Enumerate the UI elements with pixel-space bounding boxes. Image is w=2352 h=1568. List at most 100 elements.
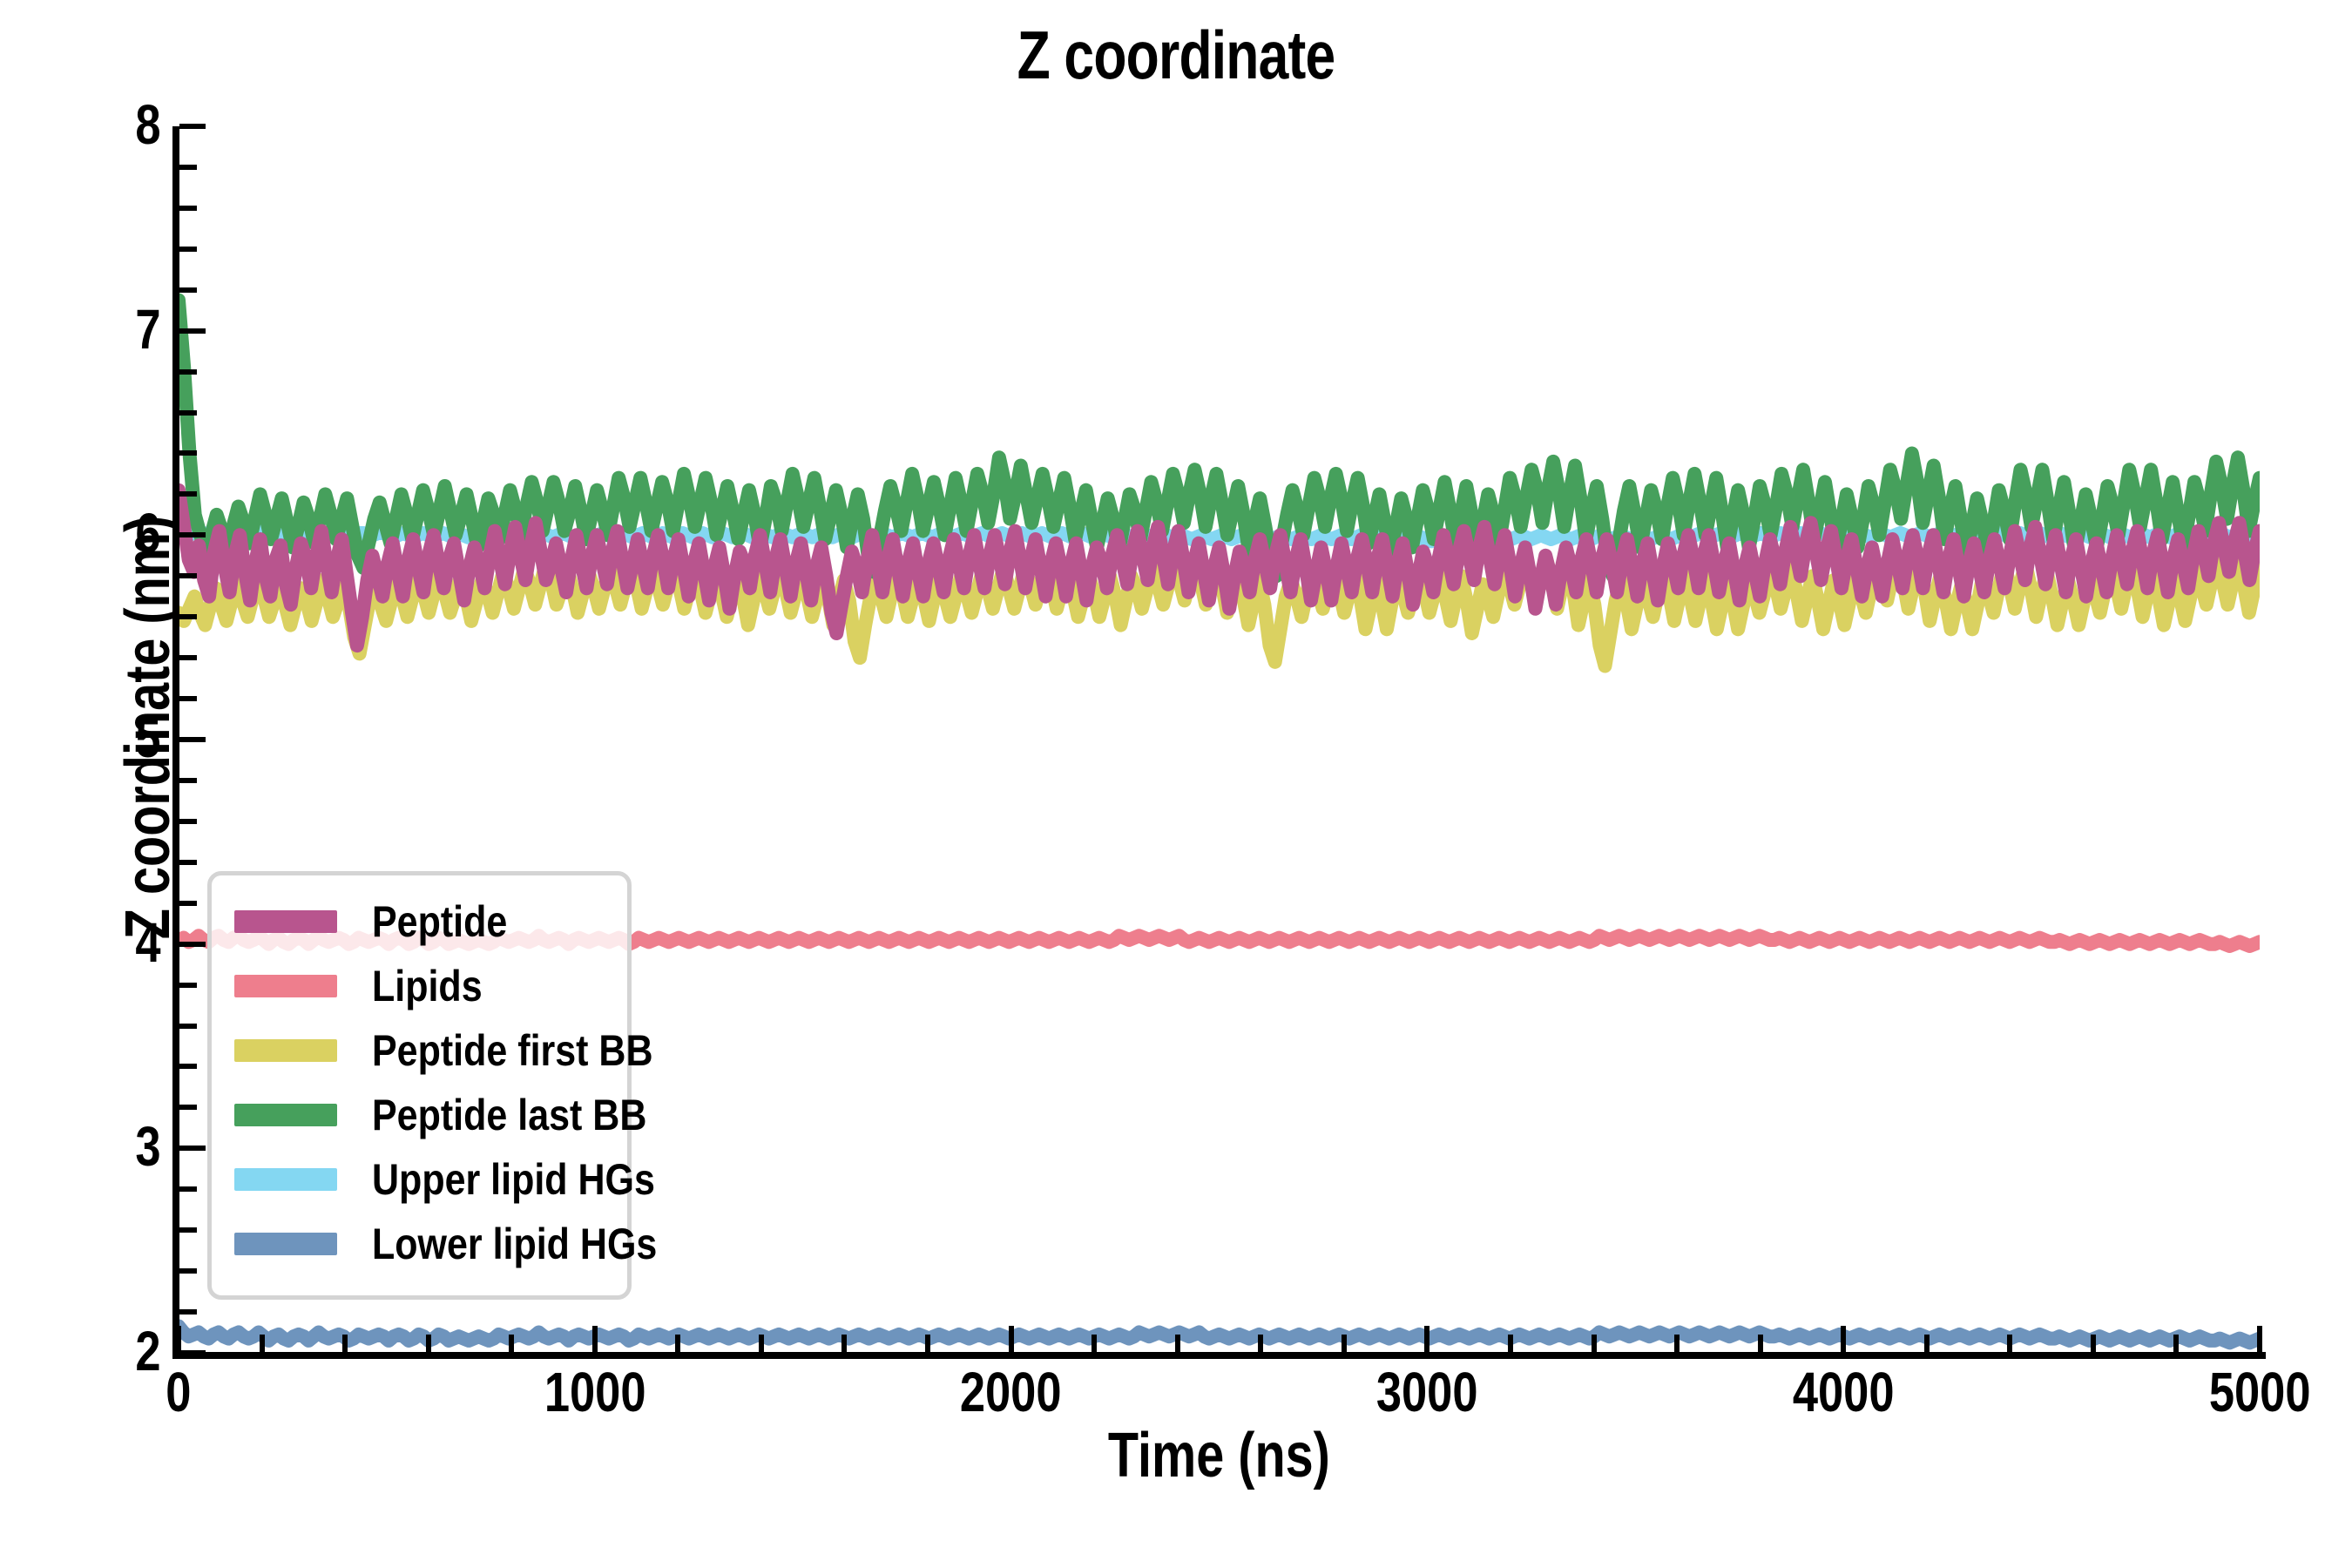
legend-item[interactable]: Lower lipid HGs: [212, 1212, 657, 1276]
legend-item[interactable]: Lipids: [212, 954, 627, 1018]
x-tick-minor: [1507, 1335, 1513, 1352]
x-tick-minor: [425, 1335, 431, 1352]
chart-legend[interactable]: Peptide Lipids Peptide first BB Peptide las…: [207, 871, 657, 1300]
x-tick-label: 0: [30, 1364, 327, 1420]
y-tick-minor: [179, 1105, 197, 1111]
y-tick-minor: [179, 450, 197, 456]
x-tick-major: [176, 1326, 181, 1352]
x-tick-minor: [509, 1335, 515, 1352]
y-tick-minor: [179, 1023, 197, 1029]
series-line-peptide-last-bb: [179, 293, 2260, 584]
x-tick-major: [591, 1326, 598, 1352]
legend-swatch: [234, 1168, 337, 1191]
legend-swatch: [234, 1104, 337, 1126]
y-tick-minor: [179, 1186, 197, 1193]
y-axis-spine: [172, 126, 179, 1359]
x-tick-label: 5000: [2112, 1364, 2352, 1420]
y-tick-label: 6: [135, 502, 161, 565]
x-tick-label-text: 5000: [2208, 1361, 2311, 1423]
y-tick-minor: [179, 614, 197, 620]
y-tick-minor: [179, 287, 197, 293]
y-tick-minor: [179, 1227, 197, 1233]
y-tick-label: 8: [135, 93, 161, 156]
x-tick-minor: [2173, 1335, 2180, 1352]
y-tick-minor: [179, 246, 197, 252]
x-axis-spine: [172, 1352, 2266, 1359]
y-tick-major: [179, 328, 206, 334]
legend-item[interactable]: Peptide last BB: [212, 1083, 646, 1147]
legend-label: Lower lipid HGs: [372, 1220, 658, 1268]
legend-label: Peptide: [372, 897, 508, 946]
x-tick-label-text: 2000: [960, 1361, 1062, 1423]
x-tick-minor: [1258, 1335, 1264, 1352]
y-tick-major: [179, 941, 206, 947]
y-tick-minor: [179, 368, 197, 375]
x-tick-label: 2000: [863, 1364, 1159, 1420]
y-tick-minor: [179, 777, 197, 783]
y-tick-minor: [179, 1309, 197, 1315]
y-tick-minor: [179, 491, 197, 497]
x-tick-major: [1008, 1326, 1014, 1352]
y-tick-major: [179, 532, 206, 538]
x-tick-minor: [1757, 1335, 1763, 1352]
y-tick-minor: [179, 982, 197, 988]
y-tick-major: [179, 1350, 206, 1355]
x-tick-minor: [675, 1335, 681, 1352]
legend-item[interactable]: Upper lipid HGs: [212, 1147, 655, 1212]
y-tick-minor: [179, 205, 197, 211]
y-tick-major: [179, 1146, 206, 1152]
x-tick-label-text: 4000: [1792, 1361, 1895, 1423]
x-tick-minor: [259, 1335, 265, 1352]
y-tick-major: [179, 737, 206, 742]
chart-title: Z coordinate: [1017, 17, 1336, 93]
legend-label: Upper lipid HGs: [372, 1155, 655, 1204]
x-tick-minor: [841, 1335, 848, 1352]
x-tick-minor: [1174, 1335, 1180, 1352]
x-tick-label: 1000: [447, 1364, 743, 1420]
y-tick-label: 4: [135, 910, 161, 974]
legend-item[interactable]: Peptide first BB: [212, 1018, 653, 1083]
y-tick-label: 2: [135, 1320, 161, 1382]
x-tick-label-text: 0: [166, 1361, 192, 1423]
x-tick-minor: [1092, 1335, 1098, 1352]
x-tick-label: 3000: [1279, 1364, 1575, 1420]
y-tick-minor: [179, 409, 197, 416]
x-tick-minor: [758, 1335, 764, 1352]
legend-item[interactable]: Peptide: [212, 889, 627, 954]
legend-swatch: [234, 1039, 337, 1062]
x-tick-major: [1424, 1326, 1430, 1352]
x-tick-minor: [2007, 1335, 2013, 1352]
legend-label: Peptide first BB: [372, 1026, 653, 1075]
x-tick-label: 4000: [1695, 1364, 1991, 1420]
y-tick-minor: [179, 818, 197, 824]
y-tick-minor: [179, 1268, 197, 1274]
x-tick-minor: [925, 1335, 931, 1352]
x-tick-minor: [2090, 1335, 2096, 1352]
x-axis-label: Time (ns): [179, 1420, 2260, 1491]
legend-swatch: [234, 975, 337, 997]
x-tick-minor: [342, 1335, 348, 1352]
legend-swatch: [234, 1233, 337, 1255]
y-tick-major: [179, 124, 206, 129]
x-tick-major: [1841, 1326, 1847, 1352]
y-tick-minor: [179, 859, 197, 865]
x-tick-label-text: 1000: [544, 1361, 646, 1423]
y-tick-minor: [179, 573, 197, 579]
series-line-peptide: [179, 483, 2260, 653]
x-tick-minor: [1923, 1335, 1930, 1352]
y-tick-minor: [179, 900, 197, 906]
x-tick-minor: [1674, 1335, 1680, 1352]
series-line-lower-lipid-hgs: [179, 1319, 2260, 1350]
x-tick-label-text: 3000: [1376, 1361, 1478, 1423]
y-tick-label: 5: [135, 706, 161, 769]
legend-label: Peptide last BB: [372, 1091, 647, 1139]
x-axis-label-text: Time (ns): [1107, 1421, 1330, 1490]
x-tick-major: [2257, 1326, 2262, 1352]
legend-swatch: [234, 910, 337, 933]
y-tick-label: 7: [135, 297, 161, 361]
legend-label: Lipids: [372, 962, 483, 1010]
y-tick-minor: [179, 164, 197, 170]
x-tick-minor: [1341, 1335, 1347, 1352]
y-tick-label: 3: [135, 1115, 161, 1179]
